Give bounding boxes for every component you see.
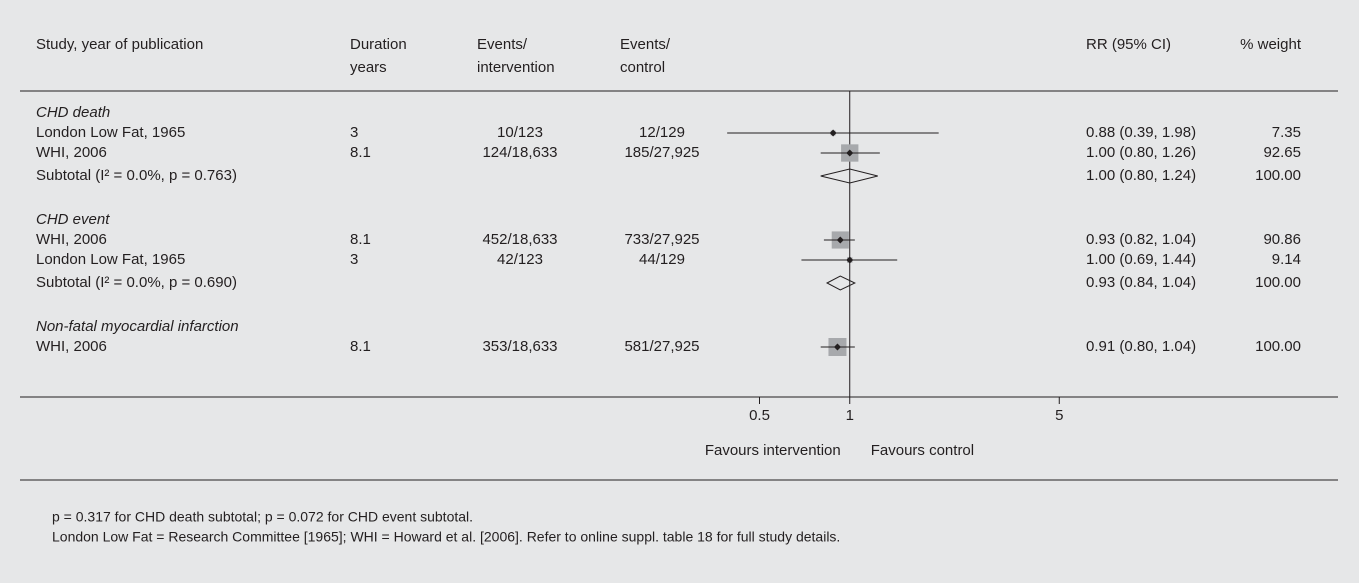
subtotal-diamond bbox=[820, 168, 878, 184]
duration: 3 bbox=[350, 124, 358, 141]
group-name: CHD event bbox=[36, 211, 110, 228]
events-control: 733/27,925 bbox=[624, 231, 699, 248]
rr-label: 1.00 (0.80, 1.26) bbox=[1086, 144, 1196, 161]
point-estimate bbox=[833, 343, 841, 351]
x-tick-label: 0.5 bbox=[749, 407, 770, 424]
weight-label: 90.86 bbox=[1263, 231, 1301, 248]
duration: 8.1 bbox=[350, 144, 371, 161]
duration: 8.1 bbox=[350, 231, 371, 248]
events-control: 12/129 bbox=[639, 124, 685, 141]
weight-label: 100.00 bbox=[1255, 338, 1301, 355]
footnote: London Low Fat = Research Committee [196… bbox=[52, 529, 840, 545]
rr-label: 0.93 (0.82, 1.04) bbox=[1086, 231, 1196, 248]
events-control: 185/27,925 bbox=[624, 144, 699, 161]
study-name: London Low Fat, 1965 bbox=[36, 124, 185, 141]
duration: 3 bbox=[350, 251, 358, 268]
events-intervention: 452/18,633 bbox=[482, 231, 557, 248]
study-name: WHI, 2006 bbox=[36, 231, 107, 248]
subtotal-diamond bbox=[825, 275, 856, 291]
rr-label: 1.00 (0.69, 1.44) bbox=[1086, 251, 1196, 268]
weight-label: 92.65 bbox=[1263, 144, 1301, 161]
column-header: intervention bbox=[477, 59, 555, 76]
study-name: WHI, 2006 bbox=[36, 144, 107, 161]
events-control: 44/129 bbox=[639, 251, 685, 268]
column-header: % weight bbox=[1240, 36, 1302, 53]
favours-label: Favours control bbox=[871, 442, 974, 459]
weight-label: 100.00 bbox=[1255, 274, 1301, 291]
point-estimate bbox=[846, 149, 854, 157]
subtotal-label: Subtotal (I² = 0.0%, p = 0.690) bbox=[36, 274, 237, 291]
column-header: years bbox=[350, 59, 387, 76]
rr-label: 0.91 (0.80, 1.04) bbox=[1086, 338, 1196, 355]
weight-label: 9.14 bbox=[1272, 251, 1301, 268]
column-header: Duration bbox=[350, 36, 407, 53]
group-name: Non-fatal myocardial infarction bbox=[36, 318, 239, 335]
subtotal-label: Subtotal (I² = 0.0%, p = 0.763) bbox=[36, 167, 237, 184]
events-intervention: 124/18,633 bbox=[482, 144, 557, 161]
rr-label: 0.88 (0.39, 1.98) bbox=[1086, 124, 1196, 141]
weight-label: 100.00 bbox=[1255, 167, 1301, 184]
events-intervention: 42/123 bbox=[497, 251, 543, 268]
footnote: p = 0.317 for CHD death subtotal; p = 0.… bbox=[52, 509, 473, 525]
point-estimate bbox=[829, 129, 837, 137]
column-header: Study, year of publication bbox=[36, 36, 203, 53]
events-intervention: 10/123 bbox=[497, 124, 543, 141]
column-header: Events/ bbox=[477, 36, 528, 53]
favours-label: Favours intervention bbox=[705, 442, 841, 459]
rr-label: 0.93 (0.84, 1.04) bbox=[1086, 274, 1196, 291]
events-intervention: 353/18,633 bbox=[482, 338, 557, 355]
x-tick-label: 1 bbox=[846, 407, 854, 424]
weight-label: 7.35 bbox=[1272, 124, 1301, 141]
study-name: London Low Fat, 1965 bbox=[36, 251, 185, 268]
column-header: RR (95% CI) bbox=[1086, 36, 1171, 53]
events-control: 581/27,925 bbox=[624, 338, 699, 355]
point-estimate bbox=[846, 256, 854, 264]
duration: 8.1 bbox=[350, 338, 371, 355]
x-tick-label: 5 bbox=[1055, 407, 1063, 424]
column-header: Events/ bbox=[620, 36, 671, 53]
rr-label: 1.00 (0.80, 1.24) bbox=[1086, 167, 1196, 184]
group-name: CHD death bbox=[36, 104, 110, 121]
column-header: control bbox=[620, 59, 665, 76]
point-estimate bbox=[836, 236, 844, 244]
study-name: WHI, 2006 bbox=[36, 338, 107, 355]
